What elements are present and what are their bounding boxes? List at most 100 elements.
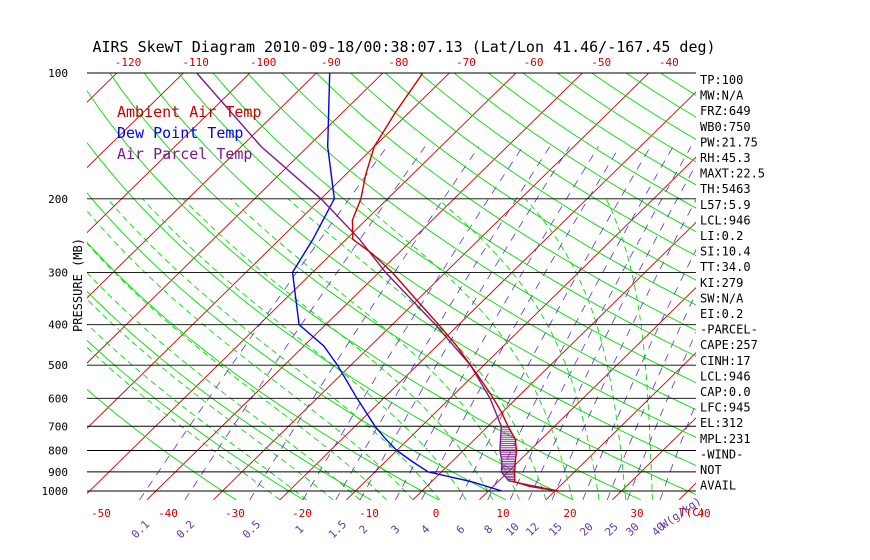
isotherm-line (87, 73, 118, 103)
dry-adiabat-line (87, 339, 304, 501)
pressure-tick-label: 500 (48, 359, 68, 372)
index-entry: LFC:945 (700, 401, 751, 415)
index-entry: CAP:0.0 (700, 385, 751, 399)
index-entry: LCL:946 (700, 369, 751, 383)
dry-adiabat-line (87, 388, 237, 501)
top-temp-tick-label: -90 (321, 56, 341, 69)
profile-layer (196, 73, 559, 492)
dry-adiabat-line (87, 241, 439, 501)
bottom-temp-tick-label: 10 (496, 507, 509, 520)
moist-adiabat-line (87, 323, 307, 501)
mixing-ratio-tick-label: 0.1 (129, 518, 152, 541)
isotherm-line (87, 73, 517, 495)
index-entry: SW:N/A (700, 291, 744, 305)
bottom-temp-tick-label: 0 (433, 507, 440, 520)
mixing-ratio-tick-label: 8 (482, 523, 496, 537)
dry-adiabat-line (212, 73, 696, 411)
isotherm-line (745, 64, 870, 500)
isotherm-line (346, 156, 696, 501)
isotherm-line (812, 64, 870, 500)
bottom-temp-tick-label: -20 (292, 507, 312, 520)
bottom-temp-tick-label: -50 (91, 507, 111, 520)
dry-adiabat-line (488, 73, 696, 209)
moist-adiabat-line (142, 198, 467, 501)
top-temp-tick-label: -50 (591, 56, 611, 69)
dewpoint-temp-line (291, 73, 503, 492)
pressure-tick-label: 200 (48, 193, 68, 206)
top-temp-tick-label: -100 (250, 56, 277, 69)
isotherm-line (87, 73, 251, 234)
moist-adiabat-line (525, 198, 627, 500)
moist-adiabat-line (287, 198, 547, 501)
top-temp-tick-label: -120 (115, 56, 142, 69)
moist-adiabat-line (87, 346, 281, 501)
index-entry: TP:100 (700, 73, 743, 87)
chart-title: AIRS SkewT Diagram 2010-09-18/00:38:07.1… (92, 38, 715, 56)
index-entry: -WIND- (700, 447, 743, 461)
dry-adiabat-line (143, 73, 696, 467)
mixing-ratio-line (302, 146, 524, 501)
pressure-tick-label: 300 (48, 266, 68, 279)
pressure-tick-label: 800 (48, 444, 68, 457)
index-entry: SI:10.4 (700, 245, 751, 259)
top-temp-tick-label: -110 (182, 56, 209, 69)
bottom-temp-tick-labels: -50 -40 -30 -20 -10 0 10 20 30 40 (91, 507, 711, 520)
isobar-layer (87, 72, 696, 492)
moist-adiabat-line (87, 271, 361, 501)
index-entry: FRZ:649 (700, 104, 751, 118)
moist-adiabat-line (87, 210, 414, 501)
dry-adiabat-line (87, 192, 507, 501)
moist-adiabat-line (107, 198, 440, 501)
index-entry: MPL:231 (700, 432, 751, 446)
dry-adiabat-line (281, 73, 696, 357)
index-entry: CINH:17 (700, 354, 751, 368)
legend-dewpoint: Dew Point Temp (117, 124, 243, 142)
isotherm-line (479, 286, 696, 501)
index-entry: WB0:750 (700, 120, 751, 134)
index-entry: EI:0.2 (700, 307, 743, 321)
mixing-ratio-tick-label: 0.2 (174, 518, 197, 541)
isotherm-line (545, 352, 696, 501)
isotherm-line (146, 73, 584, 501)
dry-adiabat-line (315, 73, 696, 331)
mixing-ratio-tick-label: 15 (546, 520, 565, 539)
bottom-temp-tick-label: 40 (697, 507, 710, 520)
mixing-ratio-tick-label: 6 (454, 523, 468, 537)
pressure-tick-labels: 100 200 300 400 500 600 700 800 900 1000 (42, 67, 69, 498)
pressure-tick-label: 100 (48, 67, 68, 80)
bottom-temp-tick-label: -40 (158, 507, 178, 520)
index-entry: CAPE:257 (700, 338, 758, 352)
legend-parcel: Air Parcel Temp (117, 145, 252, 163)
index-entry: MW:N/A (700, 89, 744, 103)
top-temp-tick-labels: -120 -110 -100 -90 -80 -70 -60 -50 -40 (115, 56, 679, 69)
bottom-temp-tick-label: -10 (359, 507, 379, 520)
mixing-ratio-labels: 0.1 0.2 0.5 1 1.5 2 3 4 6 8 10 12 15 20 25 30 40 (129, 518, 668, 541)
index-entry: TH:5463 (700, 182, 751, 196)
dry-adiabat-line (350, 73, 696, 306)
index-entry: MAXT:22.5 (700, 167, 765, 181)
index-entry: PW:21.75 (700, 135, 758, 149)
legend: Ambient Air Temp Dew Point Temp Air Parc… (117, 103, 262, 163)
index-entry: LCL:946 (700, 213, 751, 227)
pressure-tick-label: 900 (48, 466, 68, 479)
mixing-ratio-tick-label: 3 (389, 523, 403, 537)
isotherm-line (87, 73, 451, 429)
index-entry: LI:0.2 (700, 229, 743, 243)
isotherm-line (279, 91, 696, 501)
index-entry: NOT (700, 463, 722, 477)
y-axis-label: PRESSURE (MB) (71, 238, 85, 332)
ambient-temp-line (351, 73, 559, 492)
dry-adiabat-line (522, 73, 696, 186)
mixing-ratio-tick-label: 10 (503, 520, 522, 539)
bottom-temp-tick-label: 20 (563, 507, 576, 520)
cape-hatch-layer (499, 427, 517, 482)
legend-ambient: Ambient Air Temp (117, 103, 262, 121)
mixing-ratio-tick-label: 12 (523, 520, 542, 539)
isotherm-line (87, 73, 384, 364)
pressure-tick-label: 700 (48, 420, 68, 433)
bottom-temp-tick-label: 30 (630, 507, 643, 520)
index-entry: TT:34.0 (700, 260, 751, 274)
dry-adiabat-line (87, 90, 641, 501)
moist-adiabat-line (230, 198, 520, 501)
mixing-ratio-tick-label: 1 (293, 523, 307, 537)
